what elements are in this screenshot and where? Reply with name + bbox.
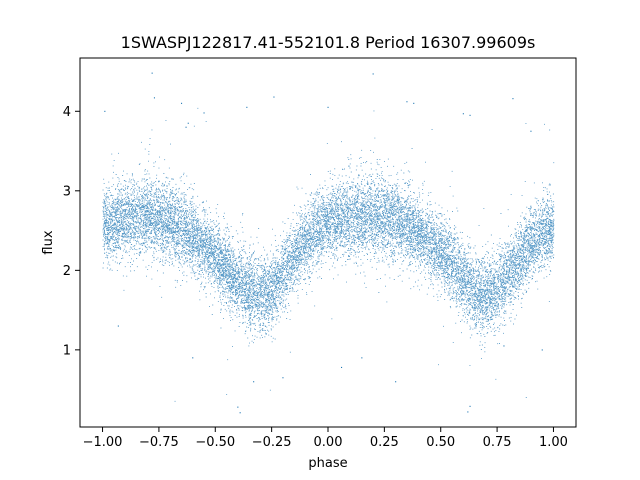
outlier-point-0 (151, 72, 153, 74)
y-tick-label: 1 (63, 343, 71, 358)
outlier-point-3 (187, 122, 189, 124)
outlier-point-20 (469, 405, 471, 407)
outlier-point-10 (406, 101, 408, 103)
outlier-point-2 (181, 102, 183, 104)
outlier-point-27 (282, 377, 284, 379)
outlier-point-22 (395, 381, 397, 383)
data-points (102, 72, 555, 414)
x-tick-label: 0.75 (483, 435, 512, 450)
x-tick-label: −0.25 (252, 435, 292, 450)
x-tick-label: 0.25 (370, 435, 399, 450)
outlier-point-28 (361, 357, 363, 359)
outlier-point-9 (372, 73, 374, 75)
x-tick-label: 0.00 (314, 435, 343, 450)
y-axis: 1 2 3 4 (63, 105, 80, 358)
x-tick-label: 0.50 (426, 435, 455, 450)
outlier-point-5 (203, 112, 205, 114)
outlier-point-14 (512, 98, 514, 100)
scatter-point-cloud (102, 107, 555, 402)
y-tick-label: 4 (63, 105, 71, 120)
outlier-point-12 (462, 113, 464, 115)
outlier-point-29 (192, 357, 194, 359)
outlier-point-21 (467, 411, 469, 413)
outlier-point-19 (253, 381, 255, 383)
outlier-point-1 (153, 97, 155, 99)
outlier-point-18 (239, 412, 241, 414)
outlier-point-24 (503, 345, 505, 347)
outlier-point-26 (541, 349, 543, 351)
y-tick-label: 3 (63, 184, 71, 199)
chart-title: 1SWASPJ122817.41-552101.8 Period 16307.9… (121, 33, 536, 52)
x-tick-label: 1.00 (539, 435, 568, 450)
outlier-point-17 (237, 406, 239, 408)
outlier-point-4 (185, 126, 187, 128)
outlier-point-15 (104, 110, 106, 112)
outlier-point-13 (469, 114, 471, 116)
y-tick-label: 2 (63, 264, 71, 279)
x-axis-label: phase (308, 456, 347, 471)
outlier-point-8 (327, 106, 329, 108)
x-tick-label: −0.75 (139, 435, 179, 450)
x-tick-label: −0.50 (195, 435, 235, 450)
outlier-point-23 (341, 366, 343, 368)
x-tick-label: −1.00 (83, 435, 123, 450)
outlier-point-11 (413, 102, 415, 104)
x-axis: −1.00 −0.75 −0.50 −0.25 0.00 0.25 0.50 0.75 1.00 (83, 427, 568, 450)
outlier-point-7 (273, 96, 275, 98)
outlier-point-6 (246, 106, 248, 108)
outlier-point-16 (530, 130, 532, 132)
y-axis-label: flux (41, 230, 56, 254)
outlier-point-25 (117, 325, 119, 327)
